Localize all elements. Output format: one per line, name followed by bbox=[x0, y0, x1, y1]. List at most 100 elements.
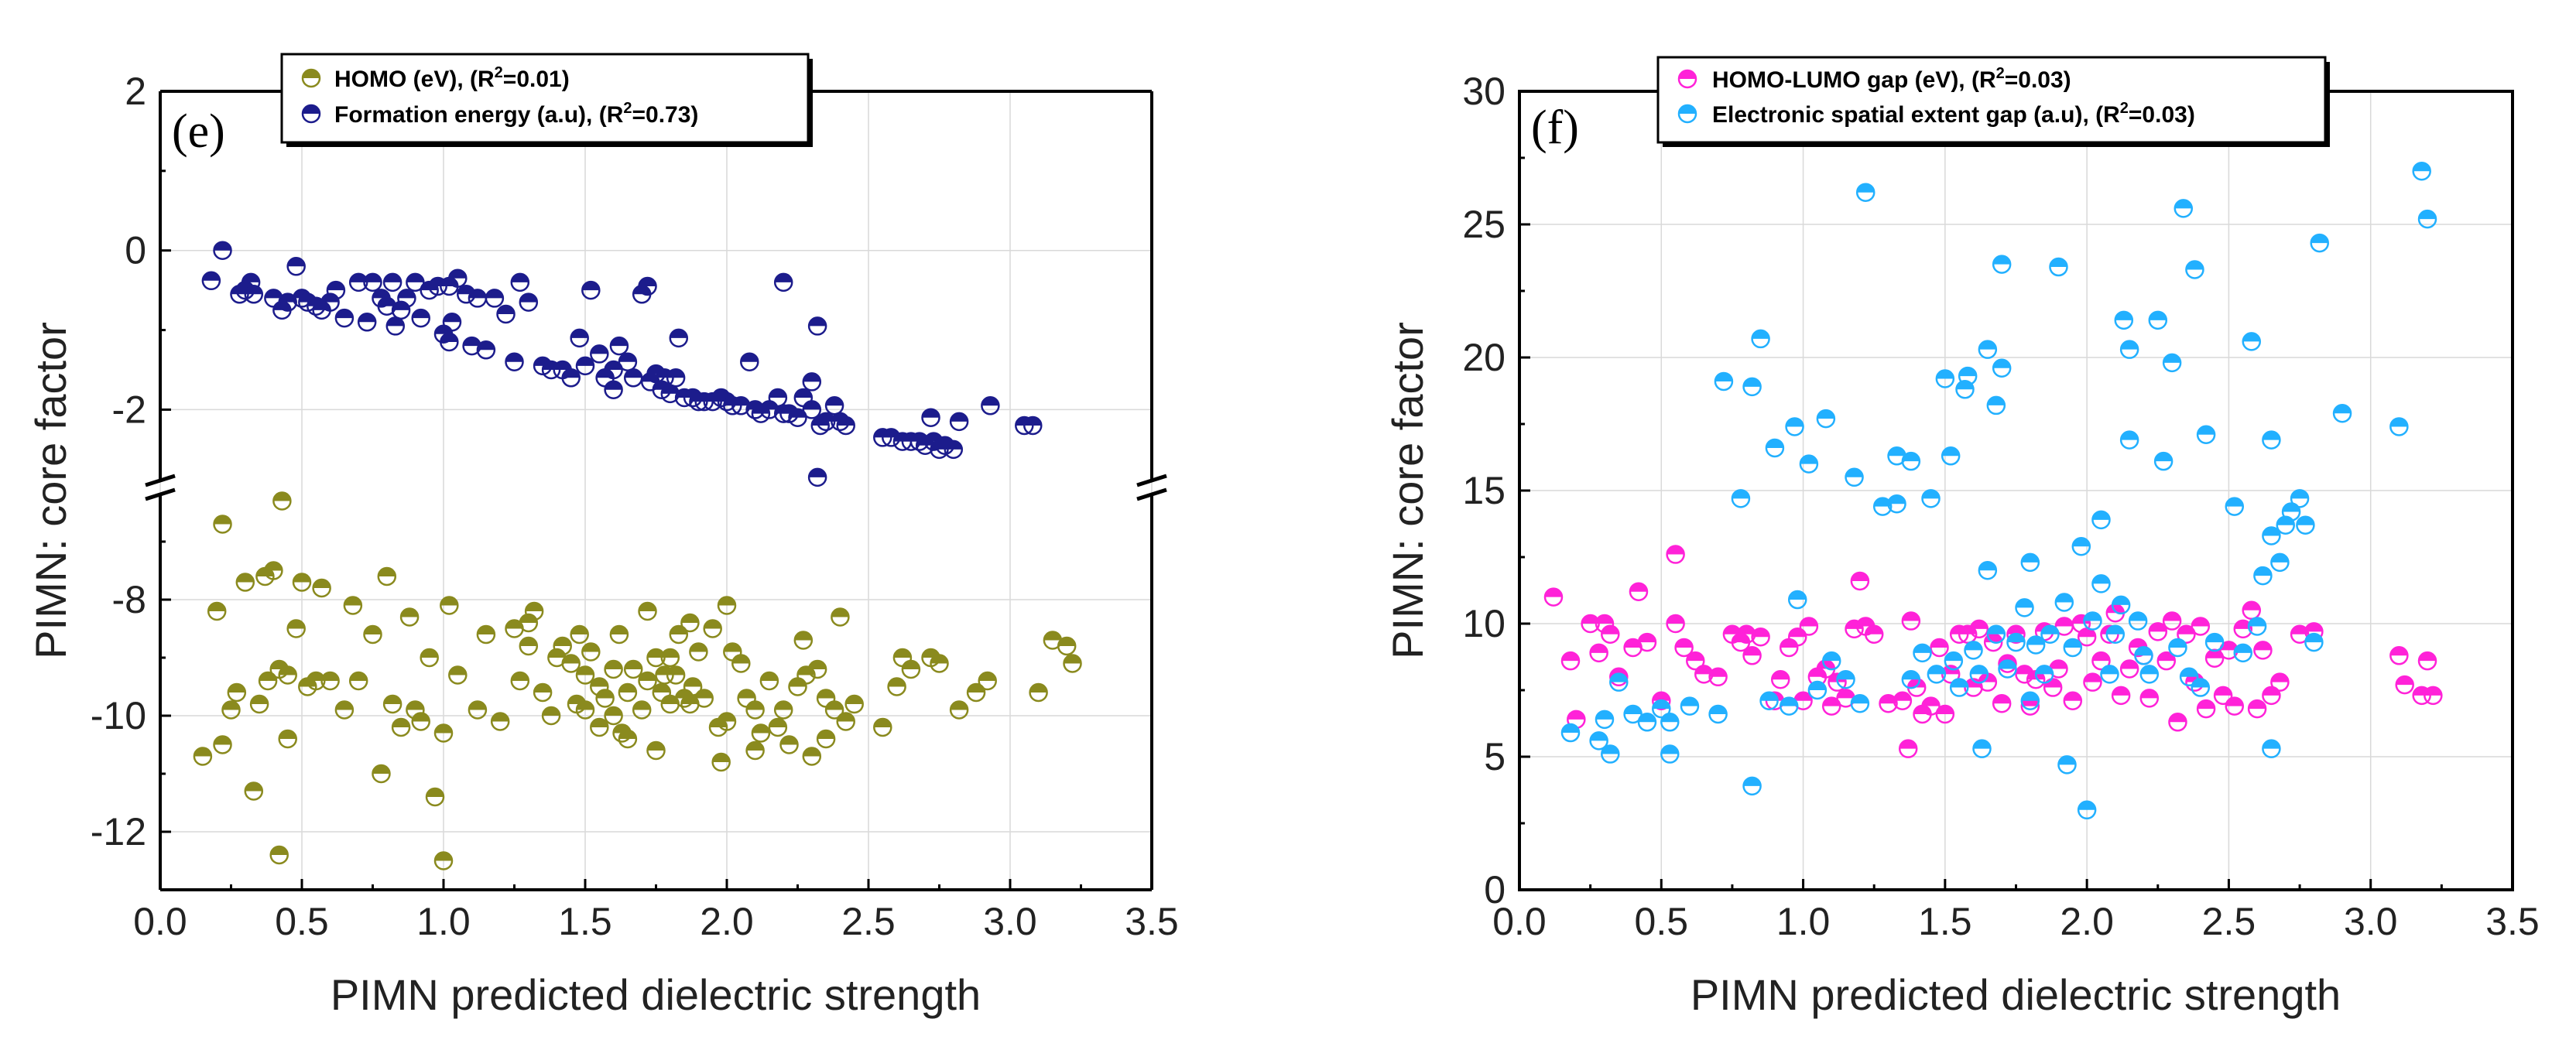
f-point-homo-lumo bbox=[1935, 704, 1955, 724]
f-point-spatial-extent bbox=[1660, 713, 1680, 732]
f-point-spatial-extent bbox=[2196, 425, 2216, 445]
f-point-homo-lumo bbox=[1751, 627, 1770, 647]
e-point-formation bbox=[468, 289, 488, 308]
f-point-spatial-extent bbox=[2091, 574, 2111, 593]
f-point-spatial-extent bbox=[1913, 643, 1932, 663]
f-point-spatial-extent bbox=[2040, 624, 2060, 645]
e-point-homo bbox=[348, 671, 368, 691]
f-point-spatial-extent bbox=[2262, 526, 2281, 545]
f-point-spatial-extent bbox=[1742, 377, 1762, 397]
f-point-homo-lumo bbox=[1821, 696, 1841, 716]
e-axis-break-left bbox=[145, 474, 176, 501]
e-point-formation bbox=[561, 368, 581, 388]
f-point-spatial-extent bbox=[1958, 366, 1978, 386]
f-point-spatial-extent bbox=[2015, 598, 2034, 617]
f-point-spatial-extent bbox=[1731, 489, 1751, 508]
e-point-homo bbox=[440, 596, 459, 615]
e-point-homo bbox=[802, 747, 822, 766]
f-point-spatial-extent bbox=[1944, 651, 1964, 671]
f-point-homo-lumo bbox=[2389, 646, 2409, 665]
f-point-homo-lumo bbox=[1787, 627, 1807, 647]
f-y-tick-label: 30 bbox=[1462, 70, 1506, 113]
f-point-homo-lumo bbox=[1666, 614, 1685, 634]
e-point-formation bbox=[824, 396, 844, 415]
e-point-formation bbox=[278, 292, 297, 312]
f-point-homo-lumo bbox=[1864, 624, 1884, 645]
e-point-formation bbox=[921, 408, 940, 427]
e-legend-marker bbox=[301, 104, 321, 124]
f-point-spatial-extent bbox=[1652, 699, 1671, 719]
e-y-tick-label: -10 bbox=[91, 694, 146, 737]
f-point-spatial-extent bbox=[2034, 665, 2054, 684]
f-point-homo-lumo bbox=[2083, 672, 2102, 692]
f-point-homo-lumo bbox=[2395, 675, 2414, 695]
e-point-homo bbox=[1029, 682, 1048, 703]
f-point-spatial-extent bbox=[2270, 552, 2290, 573]
e-point-formation bbox=[802, 372, 822, 392]
e-point-homo bbox=[312, 578, 331, 598]
f-point-spatial-extent bbox=[2262, 739, 2281, 758]
e-point-formation bbox=[519, 292, 539, 312]
f-point-spatial-extent bbox=[2389, 417, 2409, 436]
e-point-homo bbox=[420, 648, 439, 668]
f-point-homo-lumo bbox=[2006, 624, 2026, 645]
f-point-spatial-extent bbox=[1972, 739, 1992, 758]
e-legend-marker-homo bbox=[301, 68, 321, 88]
f-point-spatial-extent bbox=[2083, 611, 2102, 631]
e-point-formation bbox=[768, 388, 788, 408]
e-point-homo bbox=[717, 596, 737, 615]
f-point-homo-lumo bbox=[1543, 587, 1564, 607]
f-point-homo-lumo bbox=[2225, 696, 2245, 716]
e-point-formation bbox=[604, 380, 623, 399]
f-point-spatial-extent bbox=[2191, 678, 2211, 697]
f-point-spatial-extent bbox=[2153, 451, 2174, 471]
f-x-tick-label: 0.5 bbox=[1635, 900, 1689, 943]
f-point-spatial-extent bbox=[2412, 161, 2431, 181]
f-x-tick-label: 0.0 bbox=[1492, 900, 1547, 943]
e-point-formation bbox=[669, 328, 689, 348]
f-point-homo-lumo bbox=[2196, 699, 2216, 719]
e-point-formation bbox=[440, 332, 459, 352]
f-point-spatial-extent bbox=[2128, 611, 2148, 631]
e-y-tick-label: -12 bbox=[91, 810, 146, 853]
f-point-spatial-extent bbox=[1992, 358, 2012, 378]
f-point-spatial-extent bbox=[1742, 776, 1762, 796]
panel-f: 0.0 0.5 1.0 1.5 2.0 2.5 3.0 3.5 0 5 10 15 20 25 30 (f… bbox=[1383, 56, 2540, 1019]
e-point-homo bbox=[1063, 654, 1082, 673]
f-point-homo-lumo bbox=[1921, 696, 1941, 716]
e-point-formation bbox=[448, 268, 468, 288]
e-point-formation bbox=[981, 396, 1000, 415]
f-point-homo-lumo bbox=[2424, 686, 2443, 706]
e-point-formation bbox=[476, 340, 496, 360]
e-point-homo bbox=[731, 654, 751, 673]
e-point-homo bbox=[595, 689, 615, 708]
f-point-spatial-extent bbox=[1986, 395, 2006, 415]
e-point-homo bbox=[372, 764, 391, 784]
f-y-tick-label: 5 bbox=[1484, 735, 1506, 778]
f-points bbox=[1543, 161, 2443, 820]
f-ticks bbox=[1518, 90, 2514, 891]
f-point-spatial-extent bbox=[1978, 340, 1998, 359]
f-y-tick-labels: 0 5 10 15 20 25 30 bbox=[1462, 70, 1506, 911]
e-x-tick-label: 0.0 bbox=[133, 900, 187, 943]
e-point-homo bbox=[773, 700, 793, 720]
f-point-spatial-extent bbox=[2119, 430, 2139, 450]
f-legend-label-spatial: Electronic spatial extent gap (a.u), (R2… bbox=[1712, 100, 2195, 128]
e-point-homo bbox=[533, 682, 553, 703]
e-point-homo bbox=[524, 601, 544, 621]
e-legend-box bbox=[280, 53, 810, 144]
e-point-homo bbox=[575, 665, 595, 685]
e-point-formation bbox=[666, 368, 686, 388]
e-point-homo bbox=[377, 566, 397, 586]
e-point-formation bbox=[391, 300, 411, 320]
f-point-spatial-extent bbox=[1807, 680, 1828, 700]
f-point-homo-lumo bbox=[1742, 646, 1762, 665]
e-point-homo bbox=[887, 677, 906, 696]
f-point-homo-lumo bbox=[2204, 648, 2225, 668]
e-point-homo bbox=[193, 747, 213, 766]
e-x-tick-label: 1.0 bbox=[416, 900, 471, 943]
f-point-spatial-extent bbox=[2253, 566, 2273, 586]
f-y-axis-title: PIMN: core factor bbox=[1383, 322, 1432, 659]
f-point-homo-lumo bbox=[2213, 686, 2233, 706]
f-point-spatial-extent bbox=[1949, 678, 1969, 697]
